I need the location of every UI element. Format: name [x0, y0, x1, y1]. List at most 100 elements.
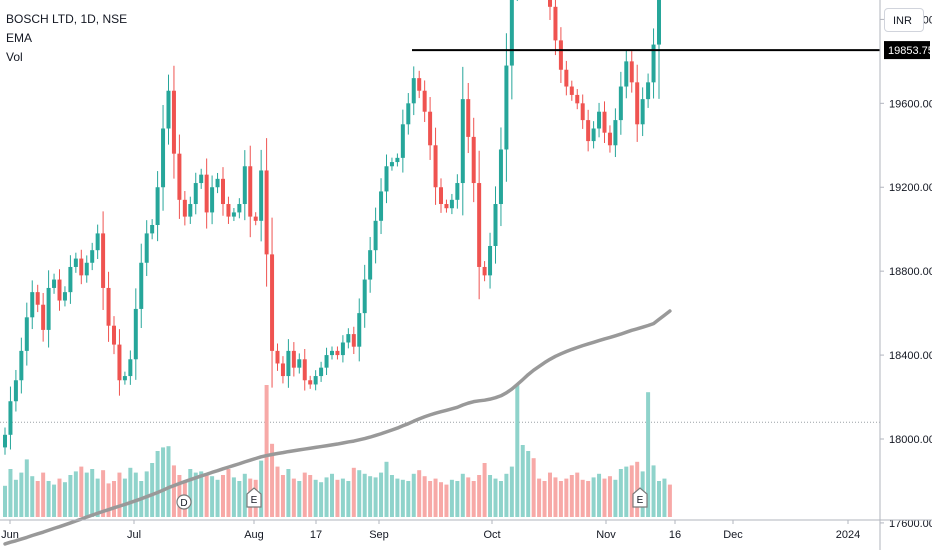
volume-bar [466, 477, 471, 517]
volume-bar [498, 481, 503, 517]
candle-body [259, 170, 264, 221]
candle-body [302, 359, 307, 381]
dividend-marker-label: D [180, 498, 187, 509]
candle [90, 242, 95, 271]
candle [455, 174, 460, 209]
candle-body [237, 204, 242, 213]
candle [362, 264, 367, 328]
candle [237, 198, 242, 219]
candle [428, 97, 433, 160]
candle-body [280, 363, 285, 377]
candle-body [553, 6, 558, 41]
candle-body [646, 82, 651, 100]
candle [509, 0, 514, 100]
volume-bar [389, 475, 394, 517]
volume-bar [477, 475, 482, 517]
candle-body [204, 174, 209, 213]
candle [471, 117, 476, 203]
volume-bar [52, 484, 57, 517]
volume-bar [384, 461, 389, 517]
volume-bar [270, 443, 275, 517]
candle [24, 302, 29, 366]
candle [210, 175, 215, 225]
candle-body [575, 94, 580, 104]
volume-bar [537, 478, 542, 517]
candle-body [373, 220, 378, 251]
candle [493, 186, 498, 264]
volume-bar [667, 484, 672, 517]
candle-body [330, 350, 334, 356]
candle [319, 361, 324, 382]
y-tick-label: 18400.00 [889, 350, 932, 362]
candle [498, 127, 503, 227]
candle-body [449, 199, 454, 209]
candle [8, 386, 13, 450]
x-tick-label: Jun [1, 529, 19, 541]
currency-selector[interactable]: INR [884, 8, 924, 32]
candle-body [624, 61, 629, 87]
candle [640, 87, 645, 137]
candle [449, 193, 454, 215]
symbol-title: BOSCH LTD, 1D, NSE [6, 12, 128, 26]
volume-bar [558, 481, 563, 517]
candle-body [564, 69, 569, 87]
candle [335, 346, 340, 360]
candle-body [569, 86, 574, 95]
volume-bar [362, 473, 367, 517]
candle [389, 157, 394, 171]
candle [95, 224, 100, 259]
volume-bar [84, 472, 89, 517]
volume-bar [297, 481, 302, 517]
candle-body [52, 279, 57, 288]
candle-body [13, 380, 18, 402]
candle-body [417, 78, 422, 91]
volume-indicator-label[interactable]: Vol [6, 50, 23, 64]
candle [188, 196, 193, 224]
candle [280, 356, 285, 384]
candle-body [651, 44, 656, 83]
volume-bar [646, 392, 651, 517]
candle-body [335, 350, 340, 356]
y-tick-label: 17600.00 [889, 518, 932, 530]
candle [417, 70, 422, 99]
candle [144, 220, 149, 276]
candle [548, 0, 552, 21]
candle [35, 284, 40, 313]
candle-body [139, 262, 144, 309]
candle-body [351, 334, 356, 347]
x-tick-label: 16 [669, 529, 681, 541]
ema-indicator-label[interactable]: EMA [6, 31, 33, 45]
candle [161, 104, 166, 211]
candle-body [73, 258, 78, 267]
candle-body [106, 287, 111, 326]
candle [101, 211, 106, 310]
volume-bar [35, 481, 40, 517]
candle [330, 346, 334, 360]
candle-body [357, 313, 362, 347]
level-badge-label: 19853.75 [888, 45, 932, 57]
volume-bar [515, 385, 520, 517]
volume-bar [509, 466, 514, 517]
candle-body [133, 308, 138, 360]
candle [575, 89, 580, 110]
candle [3, 427, 7, 455]
candle [73, 252, 78, 273]
candle [199, 168, 204, 189]
volume-bar [417, 470, 422, 517]
candle [400, 109, 405, 173]
candle-body [548, 0, 552, 7]
earnings-marker: E [246, 487, 262, 508]
volume-bar [346, 481, 351, 517]
volume-bar [368, 476, 373, 517]
volume-bar [504, 473, 509, 517]
candle-body [188, 204, 193, 217]
candle [624, 49, 629, 99]
candle [586, 109, 591, 152]
candle [384, 154, 389, 204]
candle [613, 108, 618, 158]
volume-bar [193, 472, 198, 517]
dividend-marker: D [176, 494, 192, 510]
volume-bar [79, 466, 84, 517]
candle-body [95, 233, 100, 251]
